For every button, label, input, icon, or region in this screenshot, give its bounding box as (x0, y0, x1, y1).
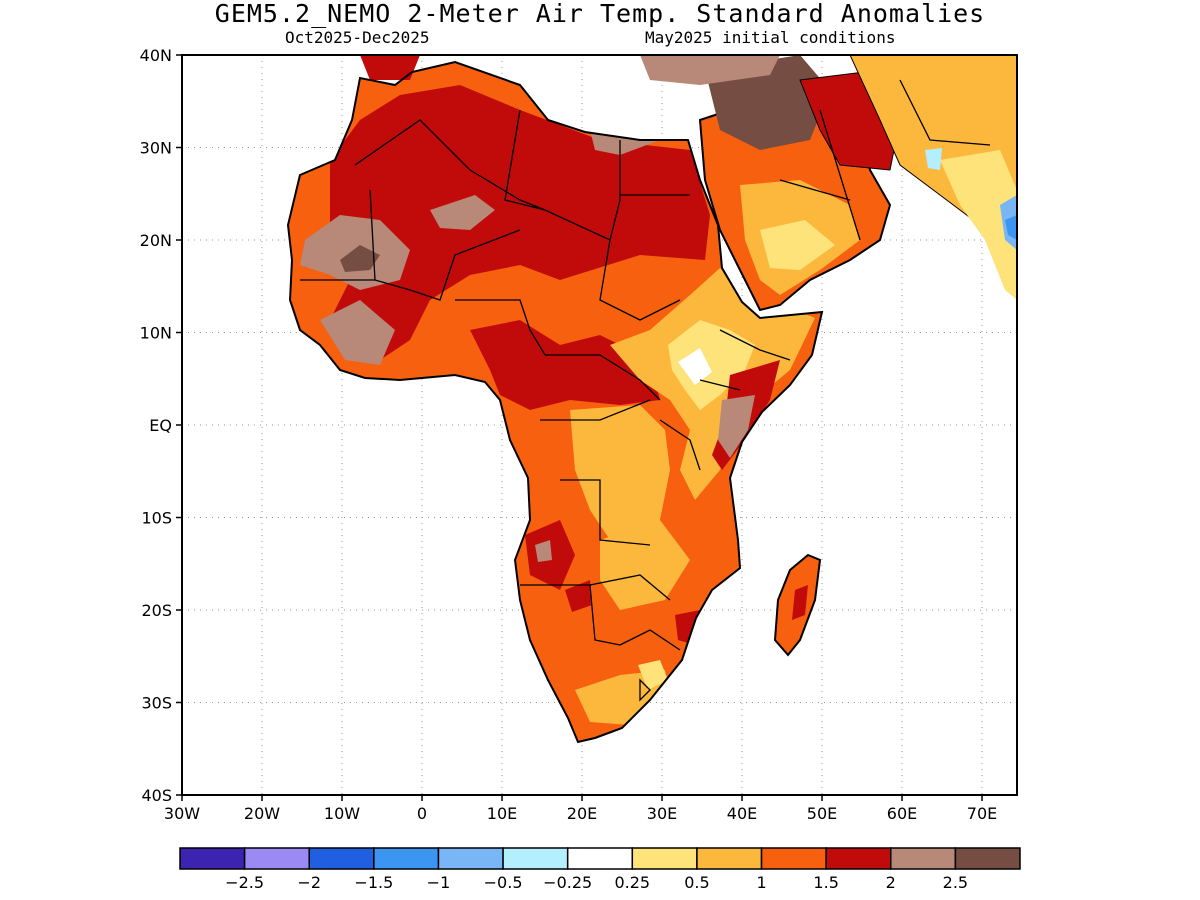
colorbar-swatch (243, 847, 310, 870)
colorbar-label: 2.5 (943, 873, 968, 892)
central-africa-hot-belt (470, 320, 660, 410)
arabia-mild-region (760, 220, 835, 270)
colorbar-swatch (825, 847, 892, 870)
colorbar-label: −1 (427, 873, 451, 892)
country-borders (300, 79, 991, 702)
mali-extreme-patch (340, 245, 380, 272)
colorbar-swatch (566, 847, 634, 870)
latitude-tick-label: EQ (149, 416, 172, 435)
latitude-tick-label: 20S (141, 601, 172, 620)
colorbar-label: 1 (756, 873, 766, 892)
south-africa-mild-spot (638, 660, 668, 690)
longitude-tick-label: 70E (967, 804, 997, 823)
angola-very-hot-spot (535, 540, 552, 562)
colorbar-label: 2 (886, 873, 896, 892)
kenya-very-hot-patch (718, 395, 755, 458)
india-mild-region (940, 150, 1017, 300)
india-cold-spot (1005, 215, 1017, 240)
colorbar-label: 0.5 (684, 873, 709, 892)
colorbar-label: 1.5 (813, 873, 838, 892)
latitude-axis: 40N 30N 20N 10N EQ 10S 20S 30S 40S (140, 46, 182, 805)
longitude-tick-label: 20E (567, 804, 597, 823)
colorbar-legend (179, 847, 1021, 870)
guinea-coast-very-hot-patch (320, 300, 395, 365)
colorbar-swatch (437, 847, 504, 870)
congo-warm-region (570, 405, 670, 540)
africa-anomaly-field (288, 62, 822, 742)
latitude-tick-label: 10S (141, 509, 172, 528)
latitude-tick-label: 30S (141, 694, 172, 713)
longitude-tick-label: 10W (324, 804, 360, 823)
longitude-tick-label: 30W (164, 804, 200, 823)
colorbar-label: 0.25 (614, 873, 650, 892)
latitude-tick-label: 40N (140, 46, 172, 65)
turkey-very-hot-region (640, 55, 780, 85)
colorbar-swatch (954, 847, 1021, 870)
colorbar-label: −1.5 (354, 873, 393, 892)
longitude-axis: 30W 20W 10W 0 10E 20E 30E 40E 50E 60E 70E (164, 795, 997, 823)
longitude-tick-label: 10E (487, 804, 517, 823)
colorbar-swatch (696, 847, 763, 870)
namibia-hot-patch (565, 580, 592, 612)
colorbar-swatch (890, 847, 957, 870)
latitude-tick-label: 20N (140, 231, 172, 250)
latitude-tick-label: 10N (140, 324, 172, 343)
iran-cool-spot (925, 148, 942, 170)
longitude-tick-label: 20W (244, 804, 280, 823)
longitude-tick-label: 40E (727, 804, 757, 823)
colorbar-swatch (373, 847, 440, 870)
longitude-tick-label: 50E (807, 804, 837, 823)
initial-conditions-label: May2025 initial conditions (645, 28, 896, 47)
map-title: GEM5.2_NEMO 2-Meter Air Temp. Standard A… (214, 0, 986, 28)
colorbar-label: −0.25 (543, 873, 592, 892)
colorbar-swatch (760, 847, 827, 870)
colorbar-label: −2 (297, 873, 321, 892)
ethiopia-neutral-spot (678, 348, 712, 385)
colorbar-labels: −2.5 −2 −1.5 −1 −0.5 −0.25 0.25 0.5 1 1.5 2 2.5 (225, 873, 968, 892)
latitude-tick-label: 30N (140, 139, 172, 158)
forecast-period: Oct2025-Dec2025 (285, 28, 430, 47)
colorbar-swatch (179, 847, 246, 870)
longitude-tick-label: 30E (647, 804, 677, 823)
longitude-tick-label: 60E (887, 804, 917, 823)
colorbar-label: −0.5 (484, 873, 523, 892)
colorbar-swatch (308, 847, 375, 870)
ethiopia-mild-region (668, 320, 755, 410)
longitude-tick-label: 0 (417, 804, 427, 823)
colorbar-swatch (502, 847, 569, 870)
sahara-very-hot-patch (430, 195, 495, 230)
colorbar-label: −2.5 (225, 873, 264, 892)
madagascar-hot-patch (792, 585, 808, 620)
latitude-tick-label: 40S (141, 786, 172, 805)
iberia-hot-region (360, 55, 420, 80)
colorbar-swatch (631, 847, 698, 870)
